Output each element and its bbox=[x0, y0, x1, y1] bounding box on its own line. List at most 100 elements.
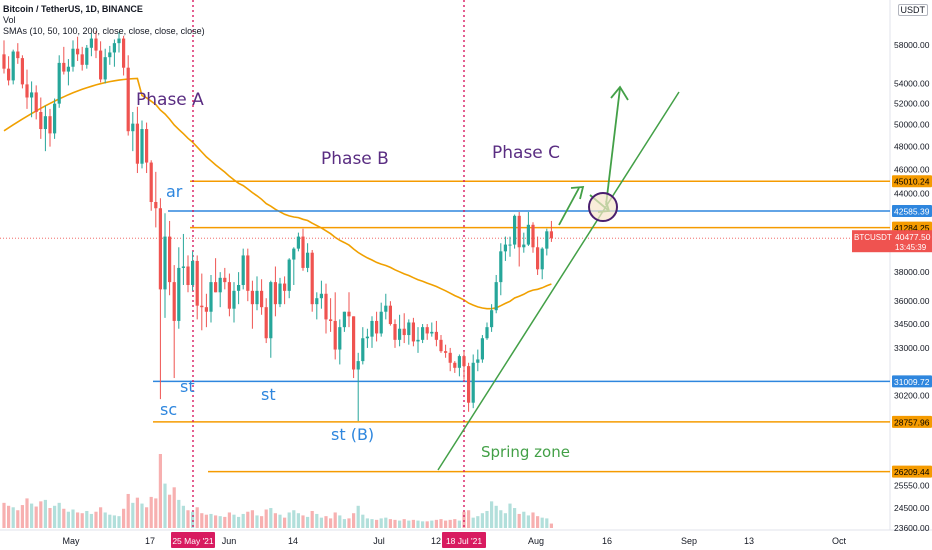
level-price-tag bbox=[892, 375, 932, 388]
candle-body bbox=[11, 51, 15, 81]
candle-body bbox=[522, 244, 526, 248]
candle-body bbox=[237, 285, 241, 291]
annotation-label[interactable]: Phase C bbox=[492, 143, 560, 163]
arrow-shaft bbox=[558, 187, 580, 226]
candle-body bbox=[48, 116, 52, 134]
annotation-label[interactable]: sc bbox=[160, 400, 177, 419]
time-tick-label: 17 bbox=[145, 536, 155, 546]
candle-body bbox=[250, 290, 254, 305]
annotation-label[interactable]: st bbox=[180, 377, 195, 396]
candle-body bbox=[296, 236, 300, 249]
candle-body bbox=[457, 356, 461, 368]
candle-body bbox=[126, 67, 130, 132]
volume-bar bbox=[375, 519, 379, 528]
volume-bar bbox=[264, 509, 268, 528]
time-tick-label: Oct bbox=[832, 536, 847, 546]
volume-bar bbox=[278, 514, 282, 528]
annotation-label[interactable]: st bbox=[261, 385, 276, 404]
volume-bar bbox=[338, 515, 342, 528]
volume-bar bbox=[549, 523, 553, 528]
candle-body bbox=[536, 247, 540, 270]
time-tick-label: 13 bbox=[744, 536, 754, 546]
volume-bar bbox=[301, 515, 305, 528]
candle-body bbox=[467, 366, 471, 403]
candle-body bbox=[131, 123, 135, 132]
candle-body bbox=[76, 48, 80, 55]
price-tick-label: 44000.00 bbox=[894, 188, 930, 198]
level-price-tag bbox=[892, 204, 932, 217]
candle-body bbox=[62, 62, 66, 72]
volume-bar bbox=[398, 520, 402, 528]
volume-indicator-label[interactable]: Vol bbox=[3, 15, 16, 25]
candle-body bbox=[278, 283, 282, 305]
volume-bar bbox=[471, 517, 475, 528]
candle-body bbox=[444, 351, 448, 353]
volume-bar bbox=[260, 516, 264, 528]
candle-body bbox=[476, 359, 480, 363]
candle-body bbox=[393, 324, 397, 340]
volume-bar bbox=[140, 503, 144, 528]
annotation-label[interactable]: Phase A bbox=[136, 90, 204, 110]
candle-body bbox=[39, 111, 43, 130]
spring-test-circle[interactable] bbox=[588, 192, 618, 222]
volume-bar bbox=[319, 517, 323, 528]
candle-body bbox=[462, 356, 466, 367]
candle-body bbox=[43, 116, 47, 130]
volume-bar bbox=[430, 520, 434, 528]
date-marker-tag bbox=[171, 532, 215, 548]
annotation-label[interactable]: Spring zone bbox=[481, 443, 570, 461]
candle-body bbox=[227, 282, 231, 309]
volume-bar bbox=[388, 519, 392, 528]
time-tick-label: Sep bbox=[681, 536, 697, 546]
symbol-title[interactable]: Bitcoin / TetherUS, 1D, BINANCE bbox=[3, 4, 143, 14]
candle-body bbox=[25, 84, 29, 98]
level-price-label: 31009.72 bbox=[894, 377, 930, 387]
volume-bar bbox=[352, 513, 356, 528]
volume-bar bbox=[485, 510, 489, 528]
sma-indicator-label[interactable]: SMAs (10, 50, 100, 200, close, close, cl… bbox=[3, 26, 205, 36]
annotation-label[interactable]: Phase B bbox=[321, 149, 389, 169]
arrow-shaft bbox=[605, 87, 621, 206]
currency-selector[interactable]: USDT bbox=[897, 4, 928, 16]
volume-bar bbox=[457, 520, 461, 528]
trend-line[interactable] bbox=[437, 91, 680, 471]
annotation-label[interactable]: st (B) bbox=[331, 425, 374, 444]
candle-body bbox=[490, 310, 494, 328]
volume-bar bbox=[25, 498, 29, 528]
candle-body bbox=[384, 305, 388, 312]
candle-body bbox=[177, 267, 181, 321]
volume-bar bbox=[508, 503, 512, 528]
volume-bar bbox=[30, 503, 34, 528]
candle-body bbox=[80, 54, 84, 65]
volume-bar bbox=[531, 512, 535, 528]
volume-bar bbox=[218, 516, 222, 528]
candle-body bbox=[526, 224, 530, 245]
price-tick-label: 25550.00 bbox=[894, 480, 930, 490]
volume-bar bbox=[94, 511, 98, 528]
candle-body bbox=[53, 103, 57, 134]
volume-bar bbox=[453, 519, 457, 528]
volume-bar bbox=[154, 498, 158, 528]
price-tick-label: 34500.00 bbox=[894, 319, 930, 329]
annotation-label[interactable]: ar bbox=[166, 182, 183, 201]
price-tick-label: 54000.00 bbox=[894, 78, 930, 88]
volume-bar bbox=[379, 518, 383, 528]
price-tick-label: 24500.00 bbox=[894, 503, 930, 513]
volume-bar bbox=[62, 508, 66, 528]
volume-bar bbox=[191, 511, 195, 528]
volume-bar bbox=[444, 520, 448, 528]
candle-body bbox=[140, 129, 144, 164]
volume-bar bbox=[250, 510, 254, 528]
candle-body bbox=[448, 352, 452, 363]
volume-bar bbox=[214, 515, 218, 528]
volume-bar bbox=[99, 507, 103, 528]
volume-bar bbox=[421, 521, 425, 528]
candle-body bbox=[407, 322, 411, 336]
candle-body bbox=[545, 231, 549, 249]
candle-body bbox=[421, 327, 425, 340]
volume-bar bbox=[131, 502, 135, 528]
price-axis[interactable] bbox=[890, 0, 932, 550]
volume-bar bbox=[195, 507, 199, 528]
candle-body bbox=[71, 48, 75, 67]
